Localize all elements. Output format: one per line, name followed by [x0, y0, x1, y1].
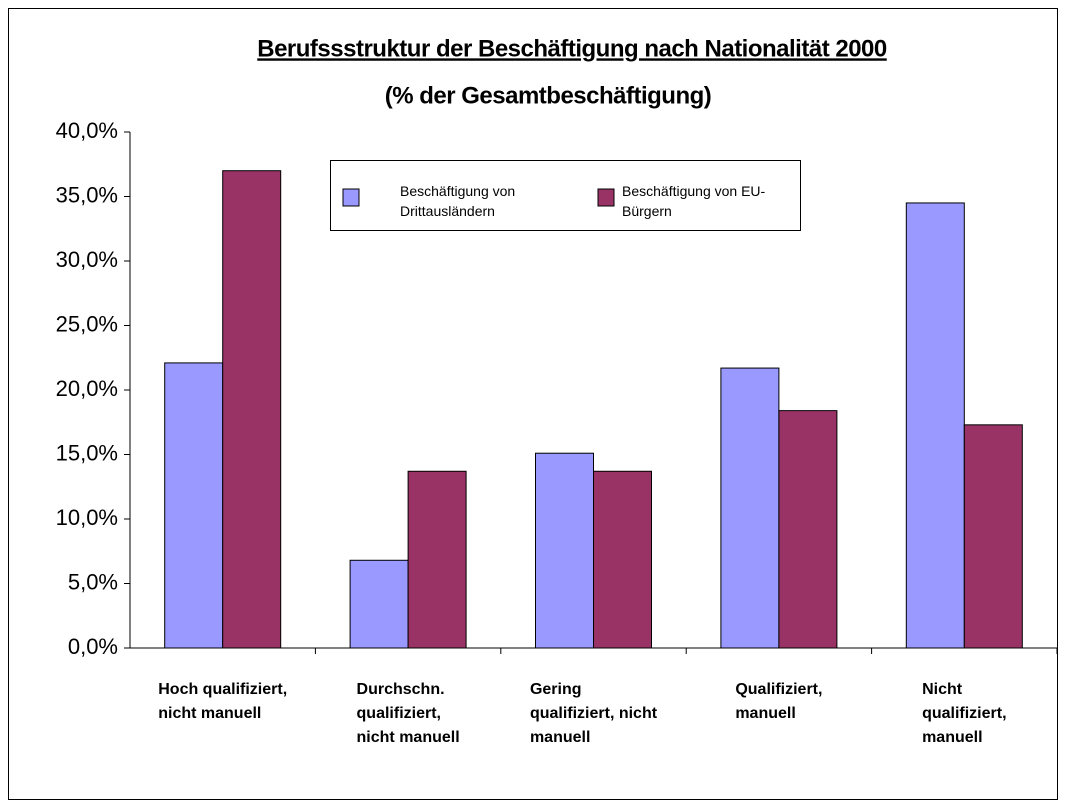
bar — [905, 202, 965, 649]
chart-title: Berufssstruktur der Beschäftigung nach N… — [257, 35, 887, 62]
y-tick-label: 5,0% — [68, 569, 118, 594]
bar — [535, 452, 594, 649]
y-tick-label: 25,0% — [56, 311, 118, 336]
y-tick-label: 10,0% — [56, 505, 118, 530]
legend-label: Beschäftigung von Drittausländern — [400, 183, 515, 219]
bar — [349, 559, 409, 649]
bar — [778, 410, 838, 649]
legend-box — [330, 160, 801, 231]
x-tick-label: Gering qualifiziert, nicht manuell — [530, 681, 658, 746]
y-tick-label: 40,0% — [56, 118, 118, 143]
bar — [222, 170, 282, 649]
y-tick-label: 30,0% — [56, 247, 118, 272]
y-tick-label: 20,0% — [56, 376, 118, 401]
chart-subtitle: (% der Gesamtbeschäftigung) — [385, 82, 712, 109]
bar — [593, 470, 652, 649]
bar — [963, 424, 1023, 649]
y-tick-label: 0,0% — [68, 634, 118, 659]
legend-swatch — [342, 188, 360, 207]
x-tick-label: Durchschn. qualifiziert, nicht manuell — [357, 681, 460, 746]
legend-swatch — [597, 188, 615, 207]
legend-label: Beschäftigung von EU-Bürgern — [622, 183, 766, 219]
bar — [720, 367, 780, 649]
y-tick-label: 35,0% — [56, 182, 118, 207]
x-tick-label: Hoch qualifiziert, nicht manuell — [158, 681, 287, 722]
y-tick-label: 15,0% — [56, 440, 118, 465]
bar — [407, 470, 467, 649]
bar — [164, 362, 224, 649]
x-tick-label: Qualifiziert, manuell — [735, 681, 822, 722]
x-tick-label: Nicht qualifiziert, manuell — [922, 681, 1006, 746]
